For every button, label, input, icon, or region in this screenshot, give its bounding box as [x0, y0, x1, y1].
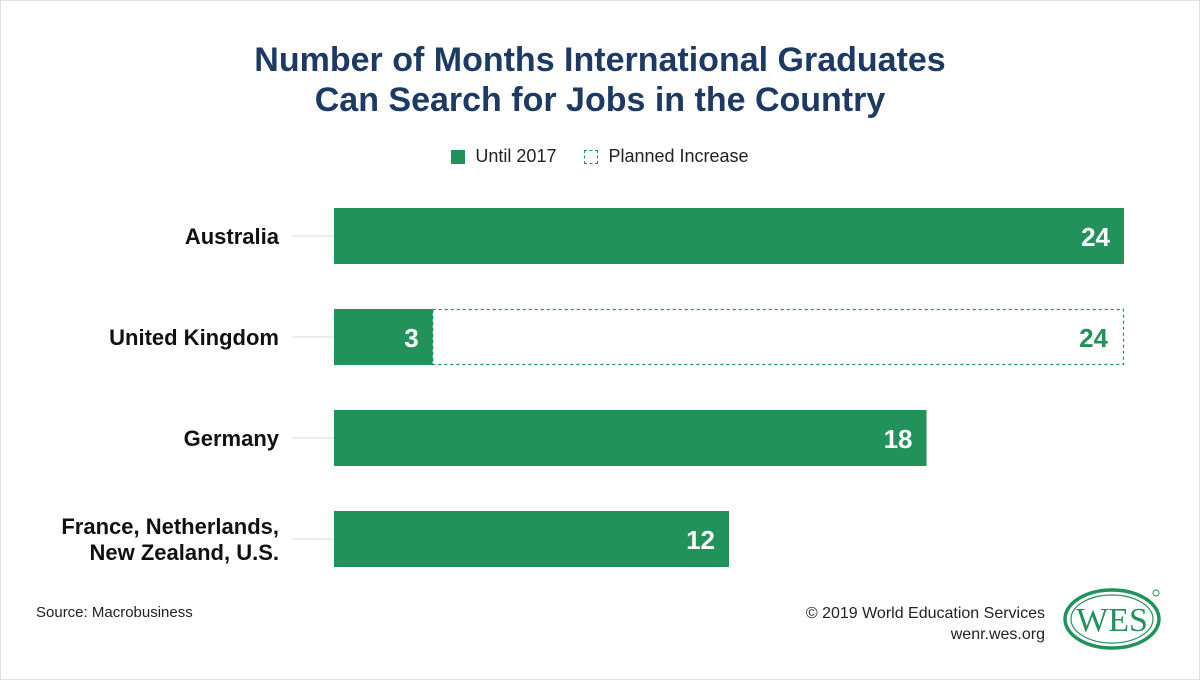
legend-item-until-2017: Until 2017 — [451, 146, 556, 167]
bar-value-label: 3 — [404, 323, 418, 353]
category-label: Germany — [184, 426, 280, 451]
chart-title-line-2: Can Search for Jobs in the Country — [314, 81, 886, 119]
category-label: United Kingdom — [109, 325, 279, 350]
legend-item-planned-increase: Planned Increase — [584, 146, 749, 167]
copyright-text: © 2019 World Education Services — [805, 605, 1045, 622]
wes-logo-icon: WES — [1063, 588, 1161, 650]
legend-label-planned-increase: Planned Increase — [608, 146, 749, 166]
chart-title: Number of Months International Graduates… — [0, 40, 1200, 120]
site-url: wenr.wes.org — [950, 626, 1045, 643]
legend-swatch-solid — [451, 149, 466, 164]
bar-value-label: 18 — [884, 424, 913, 454]
bar-value-label: 24 — [1081, 222, 1110, 252]
source-note: Source: Macrobusiness — [36, 604, 193, 621]
category-label: Australia — [185, 224, 280, 249]
until-2017-bar — [334, 208, 1124, 264]
category-label: France, Netherlands, — [61, 514, 279, 539]
legend-label-until-2017: Until 2017 — [475, 146, 557, 166]
planned-value-label: 24 — [1079, 323, 1108, 353]
copyright-block: © 2019 World Education Services wenr.wes… — [806, 603, 1045, 645]
logo-text: WES — [1076, 602, 1148, 639]
legend-swatch-dashed — [584, 149, 599, 164]
category-label: New Zealand, U.S. — [90, 540, 280, 565]
bar-value-label: 12 — [686, 525, 715, 555]
logo-outer-ring — [1063, 588, 1161, 650]
logo-inner-ring — [1070, 594, 1154, 644]
until-2017-bar — [334, 309, 433, 365]
until-2017-bar — [334, 511, 729, 567]
until-2017-bar — [334, 410, 927, 466]
chart-legend: Until 2017 Planned Increase — [0, 146, 1200, 167]
planned-increase-bar — [432, 308, 1125, 366]
chart-title-line-1: Number of Months International Graduates — [254, 41, 946, 79]
logo-trademark-icon — [1152, 589, 1160, 597]
